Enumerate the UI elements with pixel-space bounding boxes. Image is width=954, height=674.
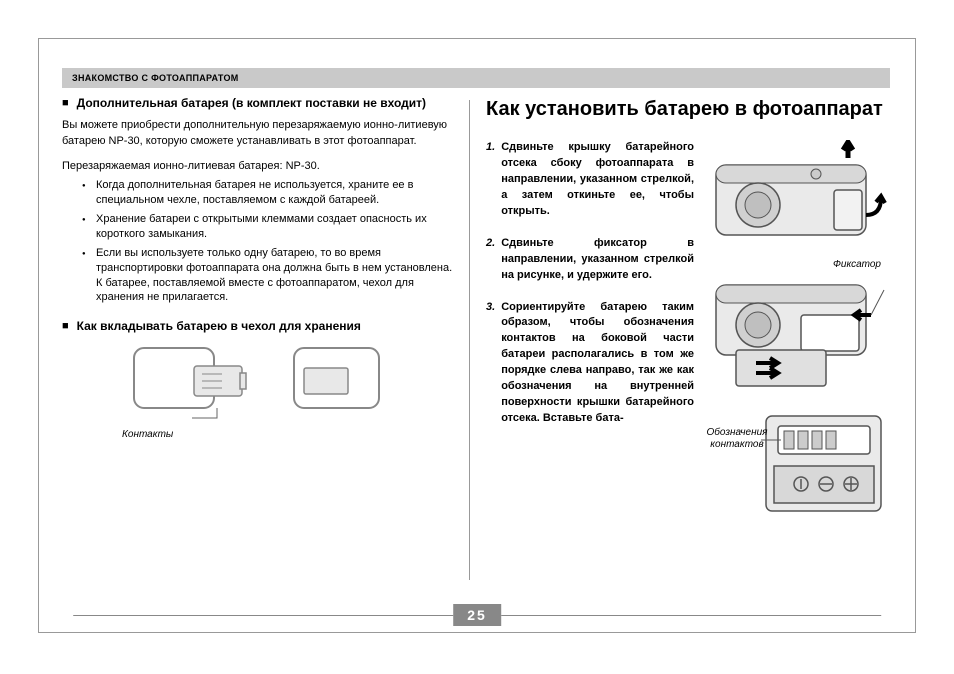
header-text: ЗНАКОМСТВО С ФОТОАППАРАТОМ bbox=[72, 73, 239, 83]
contacts-marks-caption: Обозначения контактов bbox=[704, 427, 770, 451]
steps-column: 1. Сдвиньте крышку батарейного отсека сб… bbox=[486, 140, 694, 523]
step-text: Сдвиньте фиксатор в направлении, указанн… bbox=[501, 236, 694, 284]
camera-open-cover-icon bbox=[706, 140, 891, 250]
list-item: Когда дополнительная батарея не использу… bbox=[82, 178, 457, 208]
battery-contacts-icon bbox=[706, 408, 891, 518]
bullet-list: Когда дополнительная батарея не использу… bbox=[62, 178, 457, 305]
step-2: 2. Сдвиньте фиксатор в направлении, указ… bbox=[486, 236, 694, 284]
body-p1: Вы можете приобрести дополнительную пере… bbox=[62, 118, 457, 149]
page-line-left bbox=[73, 615, 453, 616]
contacts-caption: Контакты bbox=[122, 429, 457, 440]
right-column: Как установить батарею в фотоаппарат 1. … bbox=[486, 96, 891, 523]
body-p2: Перезаряжаемая ионно-литиевая батарея: N… bbox=[62, 159, 457, 174]
fixator-caption: Фиксатор bbox=[706, 259, 881, 271]
section-title: Как установить батарею в фотоаппарат bbox=[486, 96, 891, 122]
figures-column: Фиксатор bbox=[706, 140, 891, 523]
subheading-text: Дополнительная батарея (в комплект поста… bbox=[77, 96, 426, 110]
square-bullet-icon: ■ bbox=[62, 96, 69, 110]
page-line-right bbox=[501, 615, 881, 616]
step-1: 1. Сдвиньте крышку батарейного отсека сб… bbox=[486, 140, 694, 220]
step-text: Сориентируйте батарею таким образом, что… bbox=[501, 300, 694, 428]
step-number: 1. bbox=[486, 140, 495, 220]
section-header: ЗНАКОМСТВО С ФОТОАППАРАТОМ bbox=[62, 68, 890, 88]
step-number: 2. bbox=[486, 236, 495, 284]
list-item: Хранение батареи с открытыми клеммами со… bbox=[82, 212, 457, 242]
step-3: 3. Сориентируйте батарею таким образом, … bbox=[486, 300, 694, 428]
battery-case-figure bbox=[62, 346, 457, 421]
subheading-battery: ■ Дополнительная батарея (в комплект пос… bbox=[62, 96, 457, 110]
battery-case-right-icon bbox=[292, 346, 387, 421]
square-bullet-icon: ■ bbox=[62, 319, 69, 333]
column-divider bbox=[469, 100, 470, 580]
left-column: ■ Дополнительная батарея (в комплект пос… bbox=[62, 96, 457, 440]
battery-case-left-icon bbox=[132, 346, 252, 421]
list-item: Если вы используете только одну батарею,… bbox=[82, 246, 457, 305]
subheading-case: ■ Как вкладывать батарею в чехол для хра… bbox=[62, 319, 457, 333]
step-text: Сдвиньте крышку батарейного отсека сбоку… bbox=[501, 140, 694, 220]
step-number: 3. bbox=[486, 300, 495, 428]
page-number: 25 bbox=[453, 604, 501, 626]
camera-insert-battery-icon bbox=[706, 275, 891, 395]
page-number-bar: 25 bbox=[73, 604, 881, 626]
subheading-text: Как вкладывать батарею в чехол для хране… bbox=[77, 319, 361, 333]
